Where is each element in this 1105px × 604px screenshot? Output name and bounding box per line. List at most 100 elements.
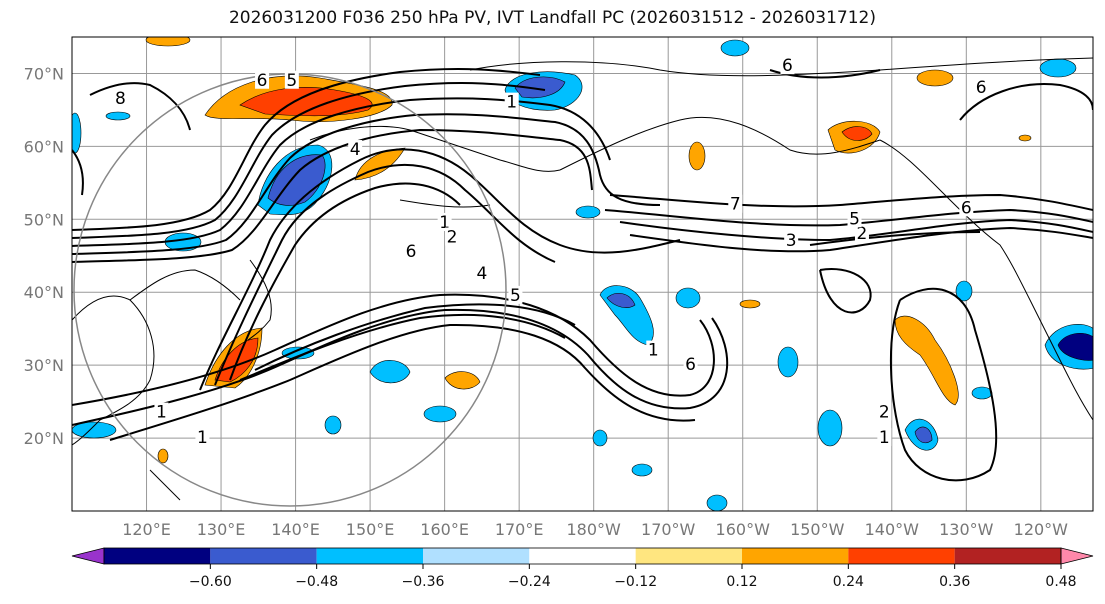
pv-negative-core (606, 292, 636, 308)
lat-label: 30°N (24, 356, 64, 375)
pv-contour-line (229, 182, 461, 381)
colorbar-extend-low (71, 547, 105, 565)
lon-label: 150°W (790, 520, 845, 539)
colorbar-segment (954, 548, 1061, 564)
pv-positive-cell (739, 299, 761, 309)
lat-label: 20°N (24, 429, 64, 448)
pv-contour-line (109, 323, 696, 441)
contour-label: 1 (197, 428, 208, 448)
contour-label: 1 (48, 257, 59, 277)
pv-contour-line (889, 287, 998, 482)
pv-contour-line (809, 231, 981, 246)
colorbar-tick-label: −0.48 (295, 574, 338, 590)
pv-negative-cell (777, 346, 799, 378)
pv-contour-line (604, 208, 1093, 227)
colorbar-segment (742, 548, 849, 564)
contour-label-bg (974, 78, 989, 97)
pv-contour-line (72, 293, 715, 406)
lon-label: 130°E (197, 520, 246, 539)
colorbar-segment (423, 548, 530, 564)
colorbar-tick-label: −0.12 (614, 574, 657, 590)
contour-label-bg (877, 402, 892, 421)
contour-label-bg (683, 355, 698, 374)
contour-label: 1 (506, 93, 517, 113)
contour-label-bg (348, 140, 363, 159)
lon-label: 180°W (566, 520, 621, 539)
map-title: 2026031200 F036 250 hPa PV, IVT Landfall… (228, 8, 876, 28)
pv-positive-cell (916, 69, 954, 87)
contour-label-bg (854, 223, 869, 242)
pv-positive-core (841, 126, 873, 141)
pv-contour-line (769, 69, 881, 79)
map-frame (71, 36, 1094, 512)
lon-label: 170°E (495, 520, 544, 539)
pv-negative-cell (631, 463, 653, 477)
pv-negative-core (914, 426, 933, 444)
contour-label-bg (154, 402, 169, 421)
pv-negative-cell (324, 415, 342, 435)
contour-label: 2 (857, 224, 868, 244)
pv-negative-cell (105, 111, 131, 121)
colorbar-tick-label: −0.60 (189, 574, 232, 590)
pv-contour-line (609, 193, 1093, 211)
colorbar-tick-label: 0.12 (726, 574, 757, 590)
pv-negative-cell (706, 494, 728, 511)
contour-label-bg (784, 231, 799, 250)
lat-label: 70°N (24, 64, 64, 83)
contour-label: 6 (961, 198, 972, 218)
pv-negative-cell (971, 386, 993, 400)
longitude-labels: 120°E 130°E 140°E 150°E 160°E 170°E 180°W 170°W… (122, 520, 1068, 539)
colorbar-tick-label: 0.48 (1045, 574, 1076, 590)
colorbar-extend-high (1060, 547, 1094, 565)
pv-positive-cell (145, 37, 191, 47)
contour-label-bg (959, 198, 974, 217)
colorbar-segment (316, 548, 423, 564)
pv-negative-cell (720, 39, 750, 57)
pv-shading (72, 37, 1093, 511)
lon-label: 140°E (271, 520, 320, 539)
contour-label-bg (113, 88, 128, 107)
pv-contour-line (214, 163, 556, 386)
colorbar-segment (635, 548, 742, 564)
contour-label-bg (255, 70, 270, 89)
lon-label: 120°E (122, 520, 171, 539)
contour-label: 8 (115, 89, 126, 109)
pv-contour-line (72, 149, 84, 196)
contour-label: 5 (286, 71, 297, 91)
contour-label-bg (437, 212, 452, 231)
contour-label-bg (474, 264, 489, 282)
contour-label: 1 (879, 428, 890, 448)
lon-label: 140°W (865, 520, 920, 539)
pv-negative-cell (423, 405, 457, 423)
contour-label-bg (877, 428, 892, 447)
contour-label-bg (728, 194, 743, 213)
colorbar-outline (103, 547, 1062, 565)
pv-positive-core (214, 337, 259, 383)
pv-contour-line (619, 218, 1093, 242)
lon-label: 160°W (716, 520, 771, 539)
contour-label-bg (195, 428, 210, 447)
gridlines (72, 37, 1093, 511)
colorbar-tick-label: 0.36 (939, 574, 970, 590)
contour-label: 6 (406, 242, 417, 262)
pv-positive-core (239, 87, 373, 117)
pv-negative-cell (281, 346, 315, 360)
contour-label: 1 (439, 213, 450, 233)
lat-label: 40°N (24, 283, 64, 302)
pv-contour-line (254, 303, 576, 371)
contour-label: 6 (257, 71, 268, 91)
contour-label: 7 (730, 195, 741, 215)
pv-positive-cell (1018, 134, 1032, 142)
pv-contour-line (199, 148, 681, 391)
contour-label-bg (46, 257, 60, 275)
contour-label-bg (284, 70, 299, 89)
contour-label-bg (508, 285, 523, 304)
pv-positive-cell (688, 141, 706, 171)
pv-contour-line (89, 82, 191, 131)
pv-contour-line (629, 226, 1093, 253)
lat-label: 50°N (24, 210, 64, 229)
lon-label: 170°W (641, 520, 696, 539)
lon-label: 160°E (420, 520, 469, 539)
pv-negative-cell (955, 280, 973, 302)
pv-negative-cell (72, 112, 82, 154)
